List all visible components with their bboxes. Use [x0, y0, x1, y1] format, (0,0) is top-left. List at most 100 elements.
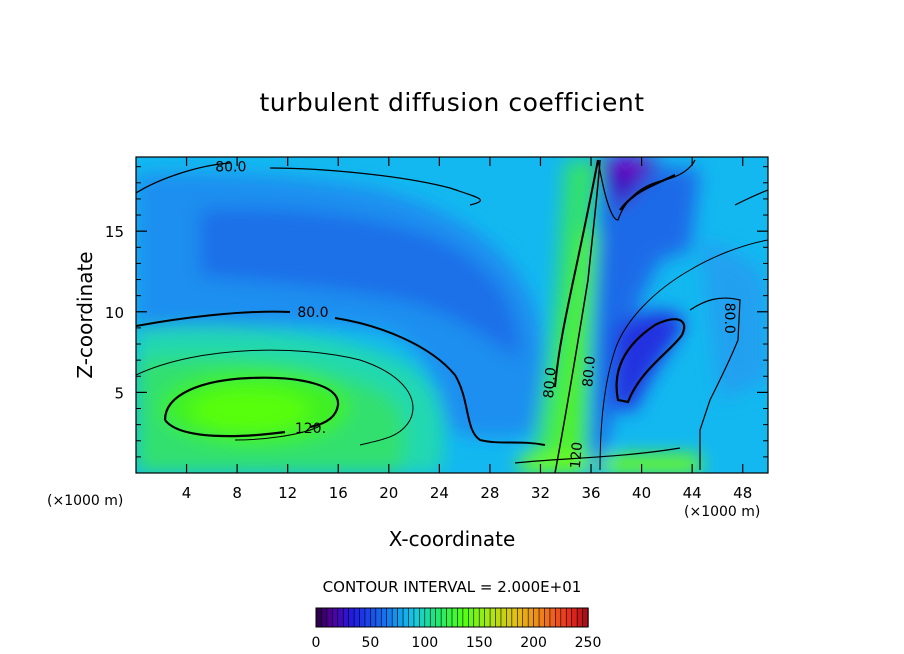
colorbar-swatch [386, 607, 393, 628]
contour-label-text: 120. [295, 421, 326, 437]
x-axis-ticks: 4 8 12 16 20 24 28 32 36 40 44 48 [182, 157, 752, 502]
contour-120-closed [163, 376, 340, 438]
colorbar-swatch [565, 607, 573, 628]
colorbar-tick-label: 200 [520, 635, 547, 651]
colorbar-swatch [332, 607, 339, 628]
colorbar-tick-label: 50 [361, 635, 379, 651]
contour-right-top [734, 189, 768, 206]
y-axis-label: Z-coordinate [73, 251, 97, 378]
y-tick-label: 5 [114, 384, 124, 402]
x-tick-label: 40 [632, 484, 651, 502]
colorbar-swatch [495, 607, 502, 628]
colorbar-swatch [359, 607, 366, 628]
colorbar-swatch [468, 607, 475, 628]
colorbar-swatch [571, 607, 578, 628]
colorbar-swatch [419, 607, 426, 628]
colorbar-swatch [555, 607, 562, 628]
contour-label-text: 80.0 [297, 305, 328, 321]
colorbar-swatch [326, 607, 334, 628]
x-tick-label: 44 [683, 484, 702, 502]
colorbar-swatch [462, 607, 470, 628]
contour-label: 80.0 [215, 160, 246, 176]
contour-label-text: 80.0 [580, 355, 599, 387]
contour-bottom-120 [514, 447, 681, 464]
colorbar-swatch [424, 607, 431, 628]
colorbar-swatch [500, 607, 508, 628]
colorbar-swatch [538, 607, 546, 628]
x-tick-label: 36 [581, 484, 600, 502]
colorbar-ticks: 0 50 100 150 200 250 [312, 635, 602, 651]
contour-right-low [615, 318, 686, 404]
colorbar-swatch [516, 607, 524, 628]
contour-upper-80 [136, 162, 481, 206]
plot-frame [135, 156, 769, 474]
contour-label-text: 120 [568, 441, 586, 469]
y-axis-ticks: 5 10 15 [105, 166, 768, 458]
x-axis-label: X-coordinate [389, 527, 516, 551]
colorbar-swatch [484, 607, 491, 628]
contour-right-80 [689, 297, 741, 470]
colorbar-swatch [560, 607, 567, 628]
colorbar-swatch [342, 607, 350, 628]
colorbar-swatch [337, 607, 344, 628]
colorbar-swatch [429, 607, 437, 628]
chart-title: turbulent diffusion coefficient [259, 88, 644, 117]
colorbar-swatch [451, 607, 459, 628]
contour-mid-80 [136, 310, 546, 446]
colorbar-swatch [522, 607, 529, 628]
colorbar-swatch [544, 607, 551, 628]
contour-lines [136, 159, 768, 473]
colorbar-swatch [348, 607, 355, 628]
contour-label: 120 [568, 441, 586, 469]
colorbar-swatch [489, 607, 497, 628]
colorbar-swatch [315, 607, 323, 628]
y-tick-label: 15 [105, 223, 124, 241]
colorbar-swatch [473, 607, 480, 628]
colorbar-tick-label: 250 [575, 635, 602, 651]
x-tick-label: 16 [329, 484, 348, 502]
colorbar-swatch [457, 607, 464, 628]
y-unit-label: (×1000 m) [47, 493, 123, 509]
contour-interval-text: CONTOUR INTERVAL = 2.000E+01 [323, 578, 582, 596]
colorbar-swatch [353, 607, 361, 628]
colorbar-frame [315, 607, 589, 628]
colorbar-swatch [576, 607, 584, 628]
contour-label: 80.0 [541, 367, 560, 399]
x-tick-label: 32 [531, 484, 550, 502]
colorbar-swatch [370, 607, 377, 628]
contour-label-text: 80.0 [215, 160, 246, 176]
colorbar-swatch [549, 607, 557, 628]
contour-right-60 [599, 239, 768, 471]
colorbar-swatch [446, 607, 453, 628]
x-tick-label: 8 [232, 484, 242, 502]
colorbar-tick-label: 150 [466, 635, 493, 651]
contour-label: 120. [295, 421, 326, 437]
x-tick-label: 12 [278, 484, 297, 502]
colorbar-swatch [506, 607, 513, 628]
contour-labels: 80.0 80.0 120. 80.0 80.0 120 80.0 [215, 160, 737, 470]
contour-top-low [619, 174, 676, 211]
contour-label-text: 80.0 [541, 367, 560, 399]
colorbar-swatch [533, 607, 540, 628]
contour-label: 80.0 [297, 305, 328, 321]
colorbar-swatch [440, 607, 448, 628]
contour-label: 80.0 [721, 303, 737, 334]
colorbar-swatch [511, 607, 518, 628]
x-tick-label: 28 [480, 484, 499, 502]
contour-label-text: 80.0 [721, 303, 737, 334]
colorbar-swatch [375, 607, 382, 628]
colorbar-swatch [364, 607, 372, 628]
colorbar-swatch [380, 607, 388, 628]
colorbar-swatch [527, 607, 535, 628]
colorbar-swatch [397, 607, 404, 628]
x-unit-label: (×1000 m) [684, 504, 760, 520]
colorbar-swatch [321, 607, 328, 628]
contour-center-80a [554, 159, 599, 388]
y-tick-label: 10 [105, 304, 124, 322]
colorbar-swatch [413, 607, 421, 628]
colorbar [315, 607, 589, 628]
x-tick-label: 20 [379, 484, 398, 502]
x-tick-label: 4 [182, 484, 192, 502]
colorbar-swatch [391, 607, 399, 628]
colorbar-swatch [435, 607, 442, 628]
